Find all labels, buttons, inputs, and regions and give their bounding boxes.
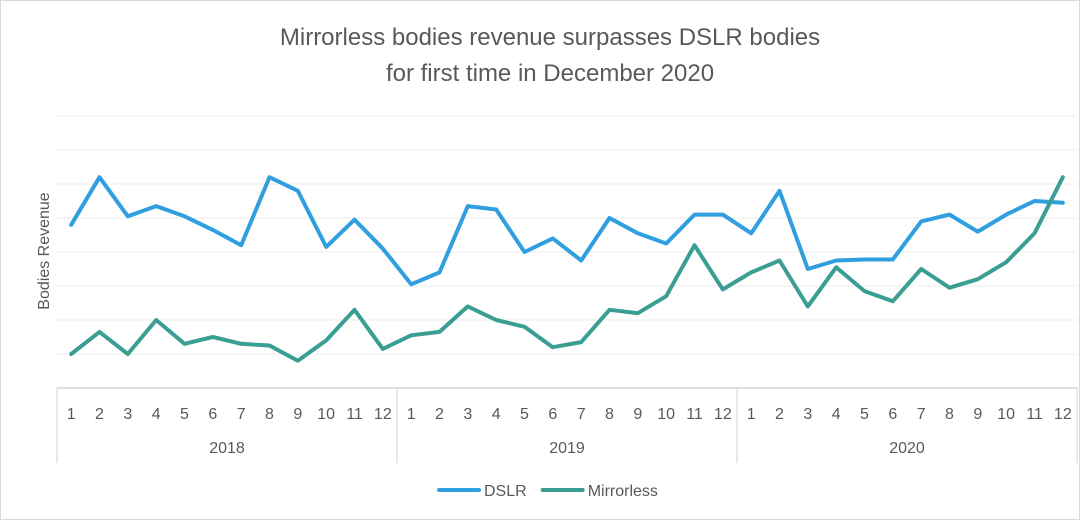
x-year-label: 2019: [549, 440, 585, 457]
y-axis-label: Bodies Revenue: [36, 192, 53, 310]
x-tick-label: 5: [860, 406, 869, 423]
x-tick-label: 2: [95, 406, 104, 423]
x-tick-label: 7: [237, 406, 246, 423]
x-tick-label: 10: [317, 406, 335, 423]
x-tick-label: 4: [492, 406, 501, 423]
x-tick-label: 4: [152, 406, 161, 423]
x-tick-label: 11: [686, 406, 703, 423]
x-tick-label: 9: [633, 406, 642, 423]
x-year-label: 2018: [209, 440, 245, 457]
x-tick-label: 12: [1054, 406, 1072, 423]
x-tick-label: 2: [435, 406, 444, 423]
x-tick-label: 7: [577, 406, 586, 423]
series-lines: [69, 175, 1065, 363]
x-year-label: 2020: [889, 440, 925, 457]
x-tick-label: 3: [463, 406, 472, 423]
x-tick-label: 2: [775, 406, 784, 423]
x-tick-label: 10: [997, 406, 1015, 423]
x-tick-label: 9: [973, 406, 982, 423]
x-tick-label: 10: [657, 406, 675, 423]
x-tick-label: 12: [374, 406, 392, 423]
x-tick-label: 8: [265, 406, 274, 423]
x-tick-label: 1: [407, 406, 416, 423]
x-tick-label: 4: [832, 406, 841, 423]
legend-label-mirrorless: Mirrorless: [588, 483, 658, 500]
x-tick-label: 6: [208, 406, 217, 423]
legend-label-dslr: DSLR: [484, 483, 527, 500]
x-tick-label: 12: [714, 406, 732, 423]
x-tick-label: 8: [945, 406, 954, 423]
x-tick-label: 7: [917, 406, 926, 423]
x-tick-label: 3: [803, 406, 812, 423]
x-tick-label: 1: [747, 406, 756, 423]
gridlines: [57, 115, 1077, 355]
chart-title-line-2: for first time in December 2020: [386, 60, 714, 87]
series-line-dslr: [69, 175, 1065, 287]
x-tick-label: 8: [605, 406, 614, 423]
legend: DSLR Mirrorless: [437, 483, 658, 500]
x-tick-label: 11: [1026, 406, 1043, 423]
x-tick-label: 6: [888, 406, 897, 423]
x-tick-label: 11: [346, 406, 363, 423]
x-tick-label: 5: [520, 406, 529, 423]
x-tick-label: 5: [180, 406, 189, 423]
x-tick-label: 3: [123, 406, 132, 423]
x-tick-label: 9: [293, 406, 302, 423]
x-tick-label: 6: [548, 406, 557, 423]
x-tick-label: 1: [67, 406, 76, 423]
series-line-mirrorless: [69, 175, 1065, 363]
chart-title-line-1: Mirrorless bodies revenue surpasses DSLR…: [280, 24, 820, 51]
